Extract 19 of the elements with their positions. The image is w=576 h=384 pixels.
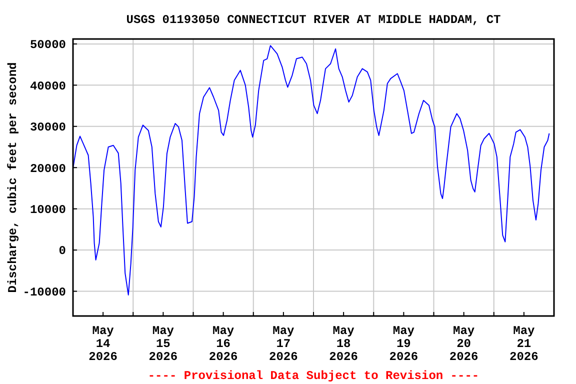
y-axis-title: Discharge, cubic feet per second xyxy=(6,62,20,293)
text: ---- Provisional Data Subject to Revision ---- xyxy=(148,369,480,383)
x-tick-label: May 17 2026 xyxy=(269,324,298,364)
x-tick-label: May 16 2026 xyxy=(208,324,238,364)
x-tick-label: May 14 2026 xyxy=(88,324,118,364)
y-tick-label: 0 xyxy=(58,244,66,258)
y-tick-label: 20000 xyxy=(30,162,66,176)
x-tick-label: May 20 2026 xyxy=(449,324,478,364)
y-tick-label: 30000 xyxy=(30,120,66,135)
chart-title: USGS 01193050 CONNECTICUT RIVER AT MIDDLE HADDAM, CT xyxy=(126,13,501,27)
y-tick-label: 40000 xyxy=(30,79,66,94)
line-series xyxy=(72,45,550,296)
x-tick-label: May 19 2026 xyxy=(389,324,418,364)
y-tick-label: 50000 xyxy=(30,38,66,52)
y-tick-label: 10000 xyxy=(30,203,66,218)
y-tick-label: -10000 xyxy=(22,285,66,300)
x-tick-label: May 15 2026 xyxy=(148,324,178,364)
x-tick-label: May 18 2026 xyxy=(329,324,358,364)
x-tick-label: May 21 2026 xyxy=(510,324,538,364)
